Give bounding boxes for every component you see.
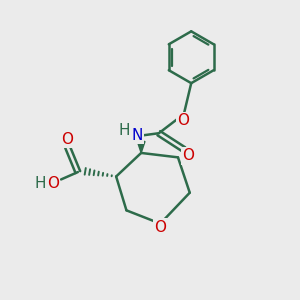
Text: O: O: [47, 176, 59, 191]
Text: O: O: [182, 148, 194, 164]
Text: H: H: [34, 176, 46, 191]
Text: N: N: [132, 128, 143, 143]
Text: O: O: [61, 132, 73, 147]
Text: O: O: [154, 220, 166, 235]
Text: O: O: [177, 113, 189, 128]
Polygon shape: [137, 142, 145, 153]
Text: H: H: [118, 123, 130, 138]
